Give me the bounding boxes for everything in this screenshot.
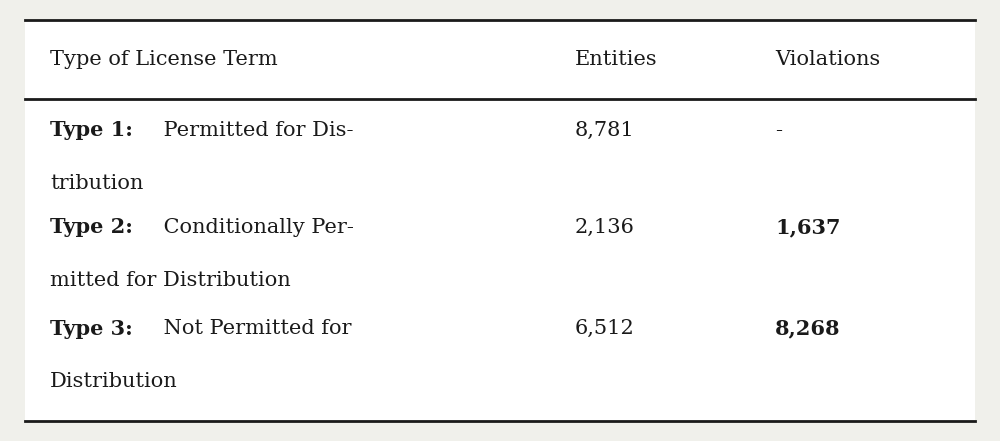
Text: 6,512: 6,512 bbox=[575, 319, 635, 338]
Text: tribution: tribution bbox=[50, 173, 143, 193]
Text: 2,136: 2,136 bbox=[575, 217, 635, 237]
Text: Distribution: Distribution bbox=[50, 372, 178, 391]
Text: -: - bbox=[775, 120, 782, 140]
Text: mitted for Distribution: mitted for Distribution bbox=[50, 270, 291, 290]
FancyBboxPatch shape bbox=[25, 20, 975, 421]
Text: Type 1:: Type 1: bbox=[50, 120, 133, 140]
Text: Type 2:: Type 2: bbox=[50, 217, 133, 237]
Text: Violations: Violations bbox=[775, 50, 880, 69]
Text: Not Permitted for: Not Permitted for bbox=[157, 319, 351, 338]
Text: Conditionally Per-: Conditionally Per- bbox=[157, 217, 354, 237]
Text: 8,268: 8,268 bbox=[775, 318, 840, 339]
Text: Entities: Entities bbox=[575, 50, 658, 69]
Text: 1,637: 1,637 bbox=[775, 217, 840, 237]
Text: Type 3:: Type 3: bbox=[50, 318, 133, 339]
Text: Permitted for Dis-: Permitted for Dis- bbox=[157, 120, 353, 140]
Text: 8,781: 8,781 bbox=[575, 120, 635, 140]
Text: Type of License Term: Type of License Term bbox=[50, 50, 278, 69]
